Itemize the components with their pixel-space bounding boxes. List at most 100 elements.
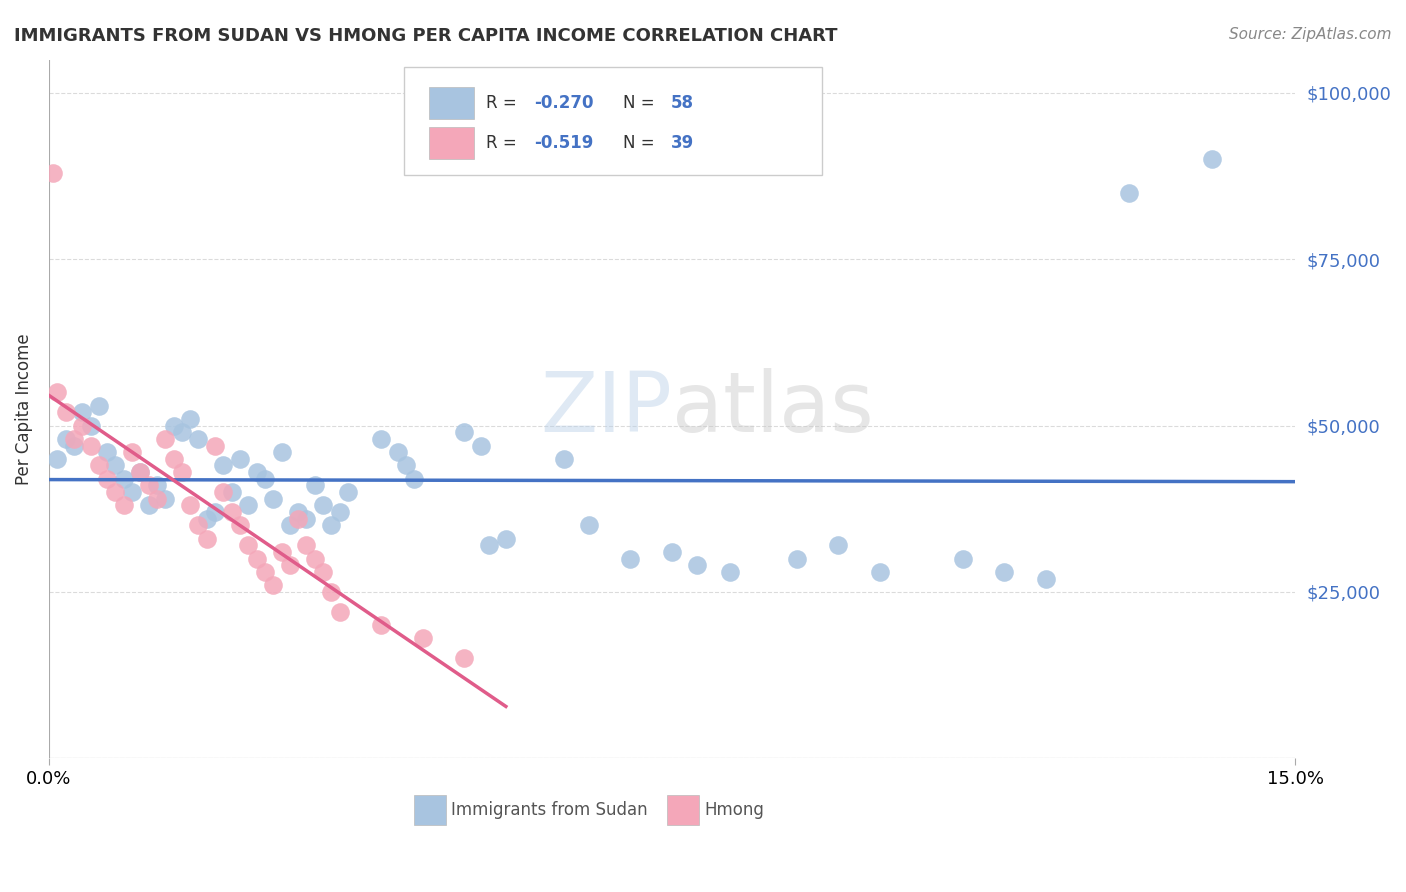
Point bbox=[686, 558, 709, 573]
Text: 58: 58 bbox=[671, 94, 693, 112]
Point bbox=[70, 418, 93, 433]
Point bbox=[162, 418, 184, 433]
Point bbox=[79, 418, 101, 433]
Point bbox=[146, 478, 169, 492]
Point bbox=[278, 558, 301, 573]
Point bbox=[195, 512, 218, 526]
Point bbox=[412, 632, 434, 646]
Point bbox=[238, 499, 260, 513]
Point bbox=[55, 405, 77, 419]
FancyBboxPatch shape bbox=[404, 67, 821, 175]
Point bbox=[170, 425, 193, 440]
Point bbox=[312, 565, 335, 579]
Point bbox=[304, 551, 326, 566]
Point bbox=[96, 445, 118, 459]
Point bbox=[404, 472, 426, 486]
Point bbox=[478, 538, 501, 552]
Text: 39: 39 bbox=[671, 134, 695, 152]
Point bbox=[1035, 572, 1057, 586]
Point bbox=[229, 518, 252, 533]
Point bbox=[270, 545, 292, 559]
Point bbox=[1118, 186, 1140, 200]
Text: R =: R = bbox=[486, 134, 523, 152]
Point bbox=[370, 432, 392, 446]
Point bbox=[212, 485, 235, 500]
Point bbox=[619, 551, 641, 566]
Text: IMMIGRANTS FROM SUDAN VS HMONG PER CAPITA INCOME CORRELATION CHART: IMMIGRANTS FROM SUDAN VS HMONG PER CAPIT… bbox=[14, 27, 838, 45]
Point bbox=[827, 538, 849, 552]
FancyBboxPatch shape bbox=[429, 87, 474, 119]
Text: Hmong: Hmong bbox=[704, 801, 765, 819]
Text: Immigrants from Sudan: Immigrants from Sudan bbox=[451, 801, 648, 819]
Point bbox=[46, 451, 69, 466]
Point bbox=[121, 445, 143, 459]
Point bbox=[329, 505, 352, 519]
Point bbox=[262, 491, 284, 506]
FancyBboxPatch shape bbox=[666, 796, 699, 824]
Point bbox=[253, 565, 276, 579]
Point bbox=[387, 445, 409, 459]
Point bbox=[869, 565, 891, 579]
Point bbox=[63, 438, 86, 452]
Y-axis label: Per Capita Income: Per Capita Income bbox=[15, 333, 32, 484]
Point bbox=[79, 438, 101, 452]
Point bbox=[287, 505, 309, 519]
Point bbox=[238, 538, 260, 552]
Point bbox=[329, 605, 352, 619]
Point bbox=[295, 538, 318, 552]
Point bbox=[138, 478, 160, 492]
Point bbox=[55, 432, 77, 446]
Point bbox=[229, 451, 252, 466]
Point bbox=[221, 505, 243, 519]
Point bbox=[112, 472, 135, 486]
Text: ZIP: ZIP bbox=[540, 368, 672, 450]
Point bbox=[155, 432, 177, 446]
Point bbox=[121, 485, 143, 500]
Point bbox=[204, 438, 226, 452]
Point bbox=[129, 465, 152, 479]
Point bbox=[253, 472, 276, 486]
Point bbox=[495, 532, 517, 546]
Point bbox=[195, 532, 218, 546]
Point bbox=[246, 465, 269, 479]
Point bbox=[453, 425, 475, 440]
Point bbox=[952, 551, 974, 566]
Point bbox=[278, 518, 301, 533]
Point bbox=[46, 385, 69, 400]
Point bbox=[718, 565, 741, 579]
Point bbox=[287, 512, 309, 526]
Point bbox=[96, 472, 118, 486]
Point bbox=[221, 485, 243, 500]
FancyBboxPatch shape bbox=[413, 796, 447, 824]
Point bbox=[162, 451, 184, 466]
Point bbox=[187, 518, 209, 533]
Text: -0.270: -0.270 bbox=[534, 94, 593, 112]
Point bbox=[138, 499, 160, 513]
Point bbox=[87, 458, 110, 473]
Point bbox=[42, 166, 65, 180]
Point bbox=[70, 405, 93, 419]
Point bbox=[786, 551, 808, 566]
Point bbox=[270, 445, 292, 459]
Point bbox=[129, 465, 152, 479]
Point bbox=[395, 458, 418, 473]
Point bbox=[87, 399, 110, 413]
Point bbox=[578, 518, 600, 533]
Point bbox=[155, 491, 177, 506]
Text: R =: R = bbox=[486, 94, 523, 112]
Point bbox=[304, 478, 326, 492]
Point bbox=[312, 499, 335, 513]
Point bbox=[321, 518, 343, 533]
Point bbox=[553, 451, 575, 466]
Text: N =: N = bbox=[623, 134, 661, 152]
Text: atlas: atlas bbox=[672, 368, 873, 450]
Point bbox=[470, 438, 492, 452]
Point bbox=[179, 499, 201, 513]
Point bbox=[321, 585, 343, 599]
Point bbox=[170, 465, 193, 479]
Point bbox=[295, 512, 318, 526]
Point bbox=[63, 432, 86, 446]
Point bbox=[212, 458, 235, 473]
Point bbox=[146, 491, 169, 506]
Point bbox=[104, 485, 127, 500]
